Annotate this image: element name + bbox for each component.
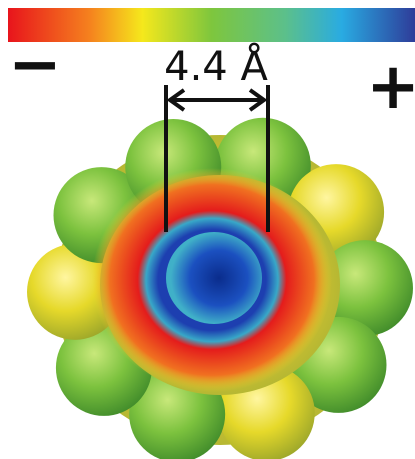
measurement-label: 4.4 Å — [164, 42, 268, 90]
molecule-surface — [27, 118, 413, 459]
minus-label: − — [8, 28, 62, 102]
cavity — [166, 232, 262, 324]
figure: − + 4.4 Å — [0, 0, 415, 459]
plus-label: + — [366, 50, 415, 124]
color-bar — [8, 8, 415, 42]
esp-figure: − + 4.4 Å — [0, 0, 415, 459]
